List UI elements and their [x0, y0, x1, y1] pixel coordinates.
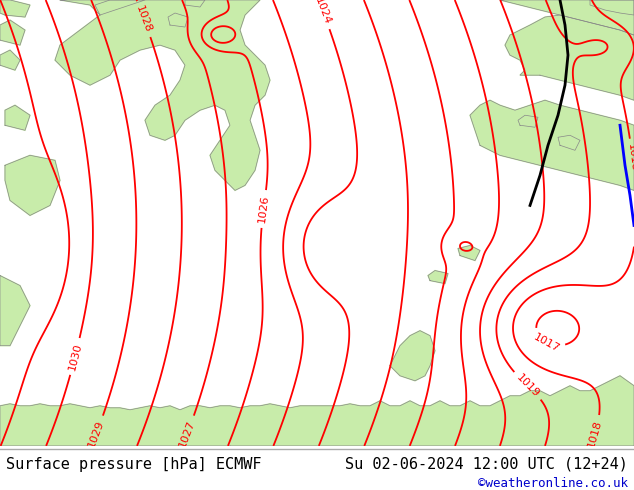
Text: 1030: 1030 — [67, 342, 84, 371]
Polygon shape — [5, 105, 30, 130]
Text: 1017: 1017 — [532, 332, 561, 354]
Text: 1028: 1028 — [134, 4, 153, 34]
Polygon shape — [428, 270, 448, 284]
Polygon shape — [0, 20, 25, 45]
Text: 1018: 1018 — [626, 143, 634, 172]
Polygon shape — [390, 331, 435, 381]
Polygon shape — [558, 135, 580, 150]
Polygon shape — [168, 13, 188, 27]
Polygon shape — [55, 0, 270, 191]
Polygon shape — [500, 0, 634, 35]
Text: 1029: 1029 — [87, 418, 106, 448]
Polygon shape — [185, 0, 205, 7]
Polygon shape — [0, 376, 634, 446]
Polygon shape — [518, 115, 538, 127]
Polygon shape — [590, 0, 634, 15]
Text: Surface pressure [hPa] ECMWF: Surface pressure [hPa] ECMWF — [6, 457, 262, 472]
Polygon shape — [505, 15, 634, 100]
Polygon shape — [0, 50, 20, 70]
Polygon shape — [458, 245, 480, 261]
Text: Su 02-06-2024 12:00 UTC (12+24): Su 02-06-2024 12:00 UTC (12+24) — [345, 457, 628, 472]
Text: 1024: 1024 — [313, 0, 333, 26]
Polygon shape — [0, 0, 30, 17]
Text: 1026: 1026 — [257, 195, 270, 223]
Text: 1018: 1018 — [586, 419, 604, 448]
Polygon shape — [470, 100, 634, 191]
Polygon shape — [95, 0, 145, 15]
Polygon shape — [0, 275, 30, 346]
Text: 1027: 1027 — [178, 418, 197, 448]
Polygon shape — [5, 155, 60, 216]
Text: 1019: 1019 — [514, 372, 541, 399]
Text: ©weatheronline.co.uk: ©weatheronline.co.uk — [477, 477, 628, 490]
